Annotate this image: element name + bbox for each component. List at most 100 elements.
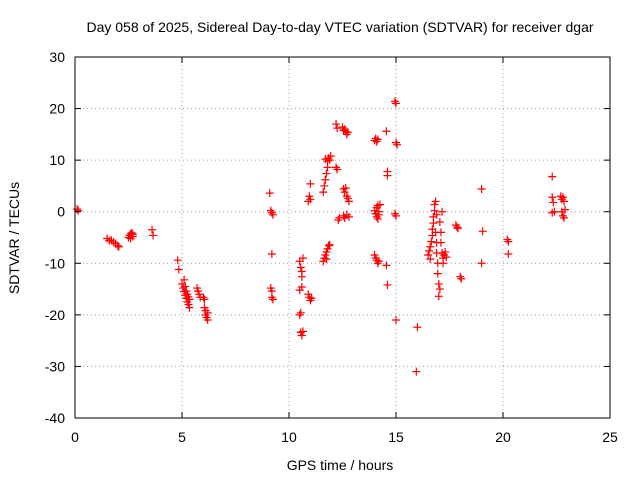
data-point xyxy=(174,265,183,274)
y-tick-label: 10 xyxy=(49,152,65,168)
data-point xyxy=(559,197,568,206)
data-point xyxy=(435,285,444,294)
data-point xyxy=(332,163,341,172)
data-point xyxy=(148,225,157,234)
x-tick-label: 5 xyxy=(178,429,186,445)
x-tick-label: 0 xyxy=(71,429,79,445)
data-point xyxy=(306,179,315,188)
data-point xyxy=(390,97,399,106)
data-point xyxy=(390,209,399,218)
data-point xyxy=(558,193,567,202)
data-point xyxy=(425,246,434,255)
data-point xyxy=(268,295,277,304)
x-tick-label: 25 xyxy=(602,429,618,445)
data-point xyxy=(180,275,189,284)
data-point xyxy=(549,198,558,207)
data-point xyxy=(436,228,445,237)
data-point xyxy=(74,206,83,215)
data-point xyxy=(504,237,513,246)
data-point xyxy=(457,274,466,283)
data-point xyxy=(383,280,392,289)
data-point xyxy=(321,155,330,164)
data-point xyxy=(322,255,331,264)
data-point xyxy=(392,138,400,147)
y-tick-label: -20 xyxy=(45,307,65,323)
data-point xyxy=(113,241,122,250)
data-point xyxy=(452,223,461,232)
data-point xyxy=(559,213,568,222)
data-point xyxy=(200,295,209,304)
data-point xyxy=(382,261,391,270)
data-point xyxy=(297,283,306,292)
data-point xyxy=(298,327,307,336)
data-point xyxy=(392,211,400,220)
data-point xyxy=(441,247,450,256)
data-point xyxy=(332,120,341,129)
data-point xyxy=(478,227,487,236)
y-tick-label: -10 xyxy=(45,255,65,271)
data-point xyxy=(454,224,463,233)
data-point xyxy=(344,197,353,206)
data-point xyxy=(307,294,316,303)
data-point xyxy=(561,205,570,214)
y-tick-label: 0 xyxy=(57,204,65,220)
y-tick-label: -40 xyxy=(45,410,65,426)
data-point xyxy=(344,212,353,221)
data-point xyxy=(333,124,342,133)
data-point xyxy=(114,242,123,251)
data-point xyxy=(436,238,445,247)
data-point xyxy=(342,192,351,201)
data-point xyxy=(267,293,276,302)
data-point xyxy=(185,295,194,304)
axis-ticks: 0 5 10 15 20 25 -40 -30 -20 -10 0 10 20 30 xyxy=(45,49,618,445)
data-point xyxy=(203,316,212,325)
data-point xyxy=(265,189,274,198)
data-point xyxy=(433,269,442,278)
data-point xyxy=(434,292,443,301)
data-point xyxy=(185,303,194,312)
data-point xyxy=(173,256,182,265)
data-point xyxy=(149,231,158,240)
x-tick-label: 15 xyxy=(388,429,404,445)
data-point xyxy=(267,208,276,217)
y-axis-label: SDTVAR / TECUs xyxy=(6,182,22,294)
data-point xyxy=(266,206,275,215)
x-tick-label: 10 xyxy=(281,429,297,445)
data-point xyxy=(267,250,276,259)
data-point xyxy=(427,237,436,246)
data-point xyxy=(373,259,382,268)
data-point xyxy=(550,207,559,216)
data-point xyxy=(199,293,208,302)
data-point xyxy=(373,214,382,223)
data-point xyxy=(426,255,435,264)
data-point xyxy=(321,175,330,184)
data-point xyxy=(333,165,342,174)
data-point xyxy=(320,181,329,190)
data-point xyxy=(319,188,328,197)
data-point xyxy=(477,185,486,194)
data-point xyxy=(548,172,557,181)
data-point xyxy=(374,257,383,266)
data-point xyxy=(306,296,315,305)
data-point xyxy=(431,197,440,206)
data-point xyxy=(306,195,315,204)
data-point xyxy=(342,130,351,139)
data-point xyxy=(322,169,331,178)
chart-title: Day 058 of 2025, Sidereal Day-to-day VTE… xyxy=(86,19,593,35)
data-point xyxy=(503,235,512,244)
data-point xyxy=(325,156,334,165)
data-point xyxy=(297,272,306,281)
data-point xyxy=(375,200,384,209)
data-point xyxy=(412,367,421,376)
data-point xyxy=(343,128,352,137)
data-point xyxy=(432,210,441,219)
data-point xyxy=(340,188,349,197)
data-point xyxy=(296,308,305,317)
data-point xyxy=(203,308,212,317)
data-point xyxy=(297,331,306,340)
data-point xyxy=(426,242,435,251)
data-point xyxy=(374,210,383,219)
data-point xyxy=(442,253,451,262)
data-point xyxy=(413,323,422,332)
